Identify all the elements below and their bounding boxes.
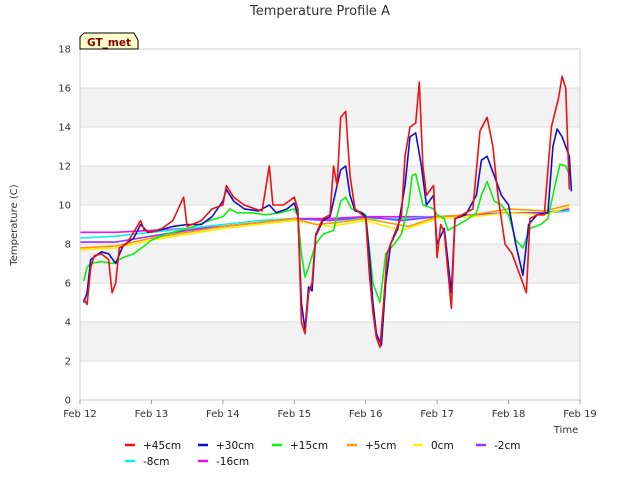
badge-label: GT_met [87,37,131,49]
x-tick-labels: Feb 12 Feb 13 Feb 14 Feb 15 Feb 16 Feb 17 Feb … [63,400,597,420]
chart-title: Temperature Profile A [249,4,390,19]
y-axis-label: Temperature (C) [9,184,20,266]
plot-series-group [79,75,573,349]
legend-label: +15cm [290,440,328,452]
legend-label: -2cm [494,440,520,452]
grid-band [80,244,580,283]
x-tick-label: Feb 15 [277,409,311,420]
gt-met-badge: GT_met [79,32,139,50]
x-tick-label: Feb 14 [206,409,240,420]
x-tick-label: Feb 16 [349,409,383,420]
y-tick-label: 0 [65,396,71,407]
y-tick-label: 8 [65,240,71,251]
y-tick-label: 4 [65,318,71,329]
legend-label: -16cm [216,456,249,468]
y-tick-label: 2 [65,357,71,368]
x-tick-label: Feb 13 [135,409,169,420]
legend: +45cm +30cm +15cm +5cm 0cm -2cm -8cm -16cm [125,440,520,468]
x-tick-label: Feb 17 [420,409,454,420]
y-tick-labels: 0 2 4 6 8 10 12 14 16 18 [58,45,71,407]
grid-band [80,88,580,127]
legend-label: +30cm [216,440,254,452]
legend-label: 0cm [431,440,454,452]
series-line-+45cm [82,75,571,349]
x-tick-label: Feb 18 [492,409,526,420]
plot-background-bands [80,48,580,401]
legend-label: -8cm [143,456,169,468]
x-tick-label: Feb 19 [563,409,597,420]
legend-label: +45cm [143,440,181,452]
series-line-0cm [79,206,570,251]
x-tick-label: Feb 12 [63,409,97,420]
y-tick-label: 6 [65,279,71,290]
y-tick-label: 12 [58,162,71,173]
y-tick-label: 18 [58,45,71,56]
grid-band [80,322,580,361]
plot-frame [79,48,581,401]
y-tick-label: 14 [58,123,71,134]
legend-label: +5cm [365,440,396,452]
y-tick-label: 10 [58,201,71,212]
series-line-+5cm [79,204,570,249]
y-tick-label: 16 [58,84,71,95]
x-axis-label: Time [553,425,578,436]
